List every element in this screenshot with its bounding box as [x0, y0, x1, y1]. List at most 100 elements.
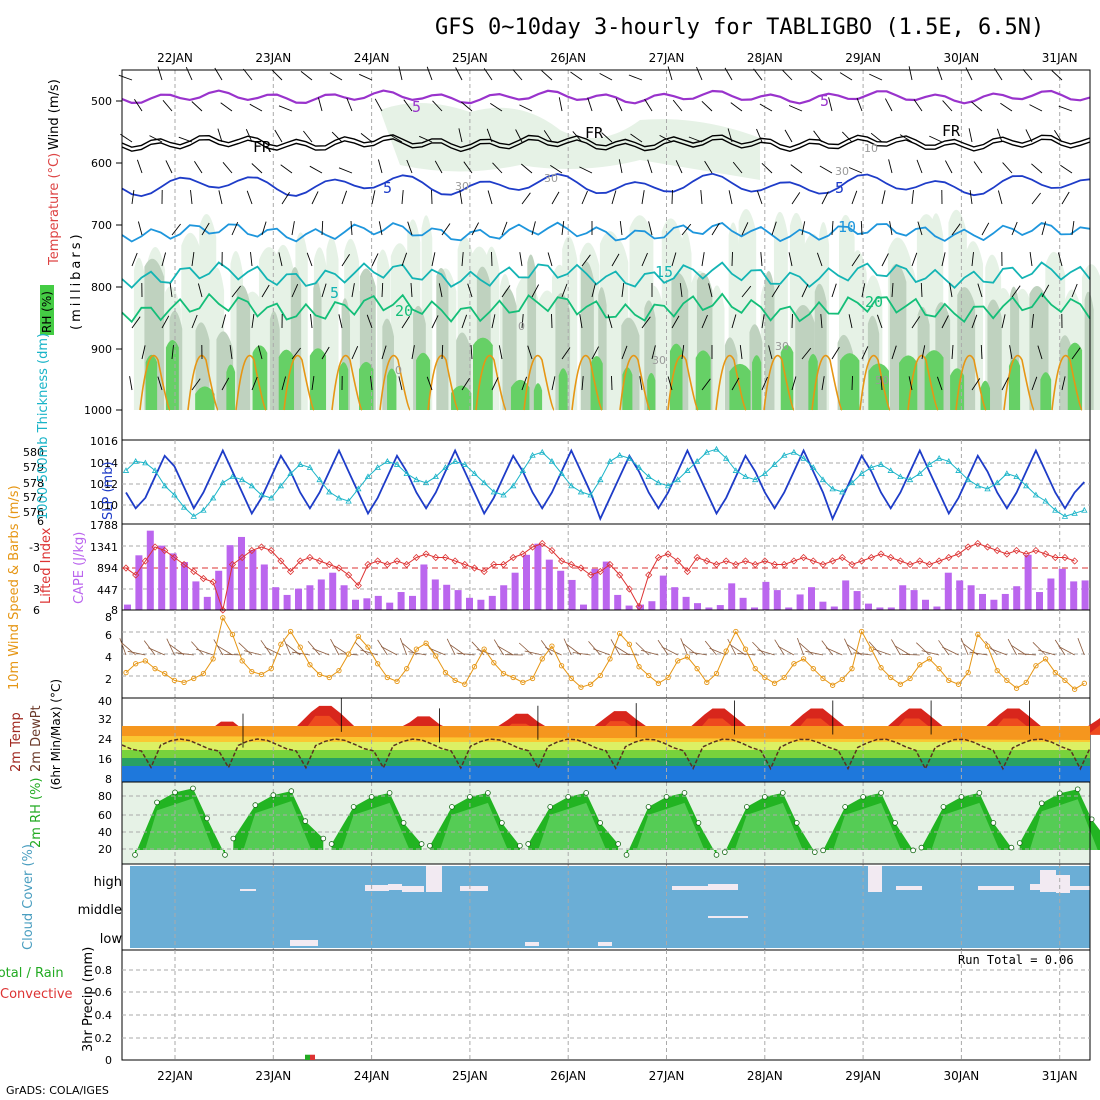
wind-barb [881, 190, 886, 205]
wind-barb [338, 167, 353, 174]
rh-point [940, 804, 947, 810]
wind-barb [501, 221, 508, 236]
cloud-cover-panel: high middle low Cloud Cover (%) [21, 844, 1091, 951]
rh-shade-green [1008, 358, 1021, 410]
wind-barb [881, 253, 889, 267]
bottom-date-label-31JAN: 31JAN [1042, 1069, 1078, 1083]
wind-barb [941, 252, 946, 267]
temp-tick: 8 [105, 773, 112, 786]
thickness-point [432, 473, 439, 480]
wind10m-barb [1010, 644, 1027, 656]
li-point [838, 553, 846, 562]
thickness-point [771, 461, 778, 467]
wind-barb [543, 130, 553, 143]
rh-point [230, 835, 237, 842]
wind-barb [732, 161, 743, 174]
level-label-500: 500 [91, 95, 112, 108]
wind-barb [169, 283, 173, 298]
cape-bar [443, 584, 451, 610]
wind-barb [389, 134, 403, 143]
cape-tick: 8 [111, 604, 118, 617]
wind-barb [1000, 102, 1013, 112]
wind-barb [426, 66, 433, 81]
rh-shade-light [326, 236, 339, 410]
cape-bar [648, 601, 656, 610]
wind-barb [647, 159, 653, 174]
rh-point [525, 841, 531, 847]
wind-barb [945, 160, 953, 174]
rh-point [427, 842, 433, 849]
wind-barb [131, 252, 138, 267]
cape-tick: 447 [97, 584, 118, 597]
slp-line [125, 448, 1085, 522]
li-point [354, 581, 362, 590]
wind10m-barb [497, 645, 514, 656]
temperature-contours [121, 89, 1091, 411]
contour-label: 0 [395, 364, 402, 377]
rh-shade-green [145, 354, 158, 410]
cloud-background [130, 866, 1090, 948]
rh-point [820, 847, 826, 854]
wind10m-barb [1037, 649, 1056, 656]
cloud-clear-patch [240, 889, 256, 891]
temp-band [122, 750, 1090, 758]
wind-barb [291, 221, 295, 236]
wind-barb [377, 159, 383, 174]
precip-ylabel-total: Total / Rain [0, 966, 64, 981]
thickness-point [480, 479, 488, 486]
wind10m-barb [148, 647, 165, 656]
temp-tick: 16 [98, 753, 112, 766]
wind-barb [131, 190, 135, 205]
wind-barb [1057, 252, 1063, 267]
rh2m-points [132, 785, 1095, 858]
wind-barb [191, 252, 195, 267]
thickness-point [277, 482, 285, 489]
wind-barb [628, 74, 643, 81]
thickness-point [597, 476, 604, 483]
top-date-label-31JAN: 31JAN [1042, 51, 1078, 65]
rh-shade-green [1040, 372, 1052, 410]
wind-barb [461, 252, 464, 267]
cape-bar [956, 580, 964, 610]
wind-barb [572, 131, 583, 143]
wind-barb [1058, 105, 1073, 112]
rh-point [565, 794, 571, 800]
contour-label: 30 [652, 354, 666, 367]
wind-barb [470, 344, 473, 360]
li-point [683, 567, 692, 576]
wind-barb [136, 159, 143, 174]
wind-barb [880, 376, 883, 391]
wind-barb [229, 345, 233, 360]
wind-barb [501, 285, 511, 298]
wind10m-barb [143, 640, 156, 656]
wind-barb [951, 223, 961, 236]
contour-orange [907, 354, 939, 411]
wind-barb [291, 284, 299, 298]
wind-barb [191, 101, 203, 112]
thickness-point [558, 470, 565, 476]
wind-barb [641, 316, 651, 329]
thickness-point [1081, 506, 1088, 513]
wind-barb [641, 252, 648, 267]
wind-barb [281, 192, 290, 205]
rh-point [328, 841, 335, 847]
top-date-label-30JAN: 30JAN [944, 51, 980, 65]
cape-bar [203, 596, 211, 610]
wind-barb [696, 66, 703, 81]
bottom-date-label-27JAN: 27JAN [649, 1069, 685, 1083]
wind10m-barb [969, 651, 988, 656]
wind10m-barb [689, 651, 707, 656]
wind10m-barb [476, 649, 494, 656]
wind-barb [672, 99, 683, 112]
wind-barb [581, 376, 584, 391]
rh-hump-inner [636, 802, 705, 850]
contour-orange [667, 354, 699, 411]
wind10m-barb [518, 642, 533, 656]
contour-orange [1051, 354, 1083, 411]
wind-barb [374, 98, 383, 112]
thickness-point [180, 503, 188, 510]
wind-barb [467, 283, 473, 298]
contour-orange [763, 354, 795, 411]
top-date-label-25JAN: 25JAN [452, 51, 488, 65]
thickness-point [384, 458, 391, 464]
